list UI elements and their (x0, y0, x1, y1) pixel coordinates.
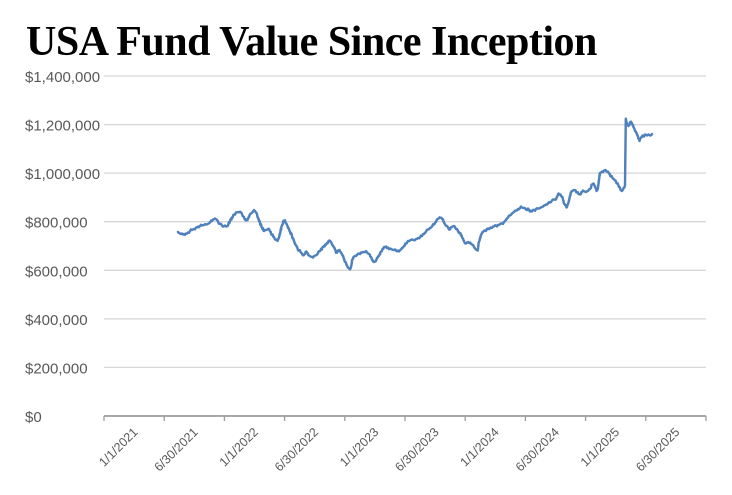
svg-text:$400,000: $400,000 (25, 312, 88, 329)
svg-text:6/30/2021: 6/30/2021 (152, 425, 201, 474)
svg-text:6/30/2024: 6/30/2024 (513, 425, 562, 474)
svg-text:$1,000,000: $1,000,000 (25, 166, 100, 183)
svg-text:6/30/2022: 6/30/2022 (272, 425, 321, 474)
svg-text:1/1/2024: 1/1/2024 (458, 425, 502, 469)
svg-text:$1,200,000: $1,200,000 (25, 118, 100, 135)
svg-text:$1,400,000: $1,400,000 (25, 69, 100, 86)
svg-text:1/1/2021: 1/1/2021 (96, 425, 140, 469)
svg-text:$200,000: $200,000 (25, 360, 88, 377)
svg-text:6/30/2025: 6/30/2025 (633, 425, 682, 474)
svg-text:$800,000: $800,000 (25, 215, 88, 232)
svg-text:$0: $0 (25, 409, 42, 426)
svg-text:1/1/2025: 1/1/2025 (578, 425, 622, 469)
svg-text:1/1/2023: 1/1/2023 (337, 425, 381, 469)
svg-text:$600,000: $600,000 (25, 263, 88, 280)
svg-text:6/30/2023: 6/30/2023 (392, 425, 441, 474)
svg-text:1/1/2022: 1/1/2022 (217, 425, 261, 469)
